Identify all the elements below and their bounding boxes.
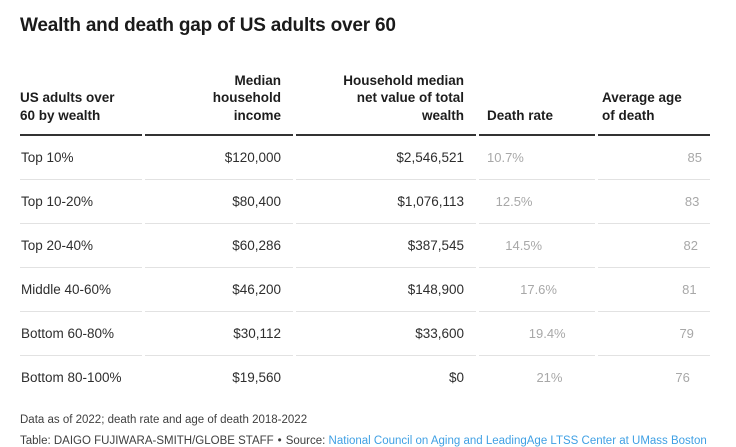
average-age-value: 82 <box>683 238 698 254</box>
death-rate-value: 17.6% <box>520 282 557 298</box>
col-header-wealth-group: US adults over 60 by wealth <box>20 46 142 137</box>
death-rate-value: 14.5% <box>505 238 543 254</box>
death-rate-value: 12.5% <box>495 194 533 210</box>
cell-death-rate: 21% <box>479 356 595 399</box>
death-rate-value: 21% <box>536 370 563 386</box>
col-header-net-wealth: Household median net value of total weal… <box>296 46 476 137</box>
cell-wealth-group: Middle 40-60% <box>20 268 142 313</box>
cell-death-rate: 14.5% <box>479 224 595 269</box>
cell-net-wealth: $33,600 <box>296 312 476 357</box>
cell-average-age: 81 <box>598 268 710 313</box>
chart-title: Wealth and death gap of US adults over 6… <box>20 15 396 36</box>
cell-average-age: 83 <box>598 180 710 225</box>
cell-median-income: $80,400 <box>145 180 293 225</box>
cell-median-income: $46,200 <box>145 268 293 313</box>
cell-death-rate: 12.5% <box>479 180 595 225</box>
cell-net-wealth: $1,076,113 <box>296 180 476 225</box>
cell-average-age: 85 <box>598 136 710 181</box>
cell-median-income: $19,560 <box>232 370 281 386</box>
cell-net-wealth: $148,900 <box>296 268 476 313</box>
table-row: Bottom 80-100% $19,560 $0 21% 76 <box>20 356 710 399</box>
source-link[interactable]: National Council on Aging and LeadingAge… <box>328 435 707 447</box>
cell-net-wealth: $0 <box>448 370 464 386</box>
table-row: Top 10% $120,000 $2,546,521 10.7% 85 <box>20 136 710 181</box>
cell-wealth-group: Top 10-20% <box>20 180 142 225</box>
col-header-death-rate: Death rate <box>479 46 595 137</box>
average-age-value: 79 <box>679 326 694 342</box>
death-rate-value: 19.4% <box>528 326 566 342</box>
cell-death-rate: 17.6% <box>479 268 595 313</box>
average-age-value: 83 <box>684 194 700 210</box>
cell-median-income: $120,000 <box>145 136 293 181</box>
table-row: Bottom 60-80% $30,112 $33,600 19.4% 79 <box>20 312 710 357</box>
death-rate-value: 10.7% <box>487 150 524 166</box>
table-credit: Table: DAIGO FUJIWARA-SMITH/GLOBE STAFF <box>20 435 274 447</box>
col-header-average-age: Average age of death <box>598 46 710 137</box>
cell-death-rate: 19.4% <box>479 312 595 357</box>
table-row: Middle 40-60% $46,200 $148,900 17.6% 81 <box>20 268 710 313</box>
credit-line: Table: DAIGO FUJIWARA-SMITH/GLOBE STAFF •… <box>20 435 718 447</box>
cell-net-wealth: $387,545 <box>296 224 476 269</box>
average-age-value: 85 <box>687 150 702 166</box>
data-note: Data as of 2022; death rate and age of d… <box>20 414 308 427</box>
cell-death-rate: 10.7% <box>479 136 595 181</box>
source-prefix: Source: <box>285 435 326 447</box>
table-row: Top 10-20% $80,400 $1,076,113 12.5% 83 <box>20 180 710 225</box>
cell-wealth-group: Bottom 60-80% <box>20 312 142 357</box>
wealth-death-table: US adults over 60 by wealth Median house… <box>17 46 713 400</box>
cell-average-age: 82 <box>598 224 710 269</box>
table-row: Top 20-40% $60,286 $387,545 14.5% 82 <box>20 224 710 269</box>
cell-median-income: $30,112 <box>145 312 293 357</box>
credit-separator: • <box>277 435 282 447</box>
cell-average-age: 76 <box>598 356 710 399</box>
average-age-value: 81 <box>682 282 697 298</box>
cell-average-age: 79 <box>598 312 710 357</box>
cell-wealth-group: Bottom 80-100% <box>21 370 122 386</box>
table-body: Top 10% $120,000 $2,546,521 10.7% 85 Top 10-2… <box>20 136 710 399</box>
average-age-value: 76 <box>675 370 690 386</box>
cell-median-income: $60,286 <box>145 224 293 269</box>
cell-wealth-group: Top 20-40% <box>20 224 142 269</box>
header-row: US adults over 60 by wealth Median house… <box>20 46 710 137</box>
cell-wealth-group: Top 10% <box>20 136 142 181</box>
cell-net-wealth: $2,546,521 <box>296 136 476 181</box>
col-header-median-income: Median household income <box>145 46 293 137</box>
